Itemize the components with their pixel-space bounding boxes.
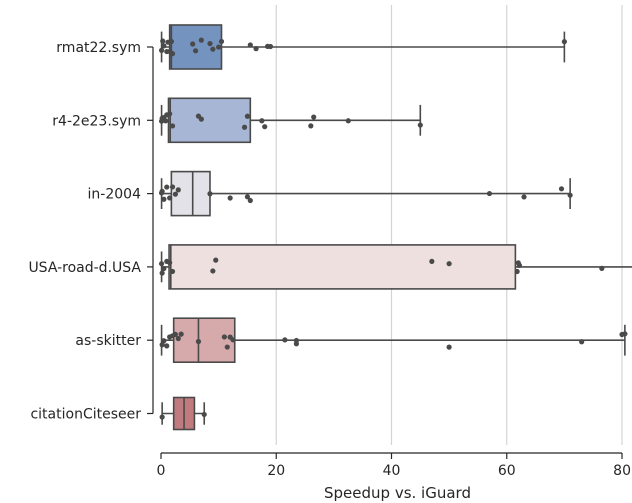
point-rmat22.sym-16 [253, 46, 259, 52]
point-USA-road-d.USA-10 [514, 268, 520, 275]
point-r4-2e23.sym-12 [262, 124, 268, 130]
point-rmat22.sym-12 [210, 46, 216, 52]
point-in-2004-3 [164, 184, 170, 190]
point-as-skitter-2 [164, 343, 170, 349]
x-tick-label-0: 0 [157, 463, 166, 479]
point-in-2004-5 [169, 184, 176, 190]
point-rmat22.sym-19 [561, 39, 567, 45]
point-as-skitter-16 [446, 344, 452, 350]
point-r4-2e23.sym-16 [417, 122, 423, 128]
x-tick-label-40: 40 [383, 463, 401, 479]
point-citationCiteseer-0 [159, 414, 165, 420]
x-tick-label-80: 80 [613, 463, 631, 479]
point-in-2004-1 [159, 188, 165, 194]
point-as-skitter-10 [224, 344, 230, 350]
point-in-2004-10 [244, 194, 251, 200]
point-rmat22.sym-9 [192, 48, 199, 54]
point-as-skitter-17 [579, 339, 585, 345]
point-as-skitter-15 [293, 337, 300, 344]
point-rmat22.sym-1 [160, 38, 166, 44]
y-tick-label-as-skitter: as-skitter [75, 333, 141, 349]
point-r4-2e23.sym-9 [241, 124, 248, 130]
point-in-2004-12 [486, 190, 493, 197]
point-USA-road-d.USA-6 [210, 268, 216, 274]
point-rmat22.sym-14 [218, 38, 225, 45]
point-r4-2e23.sym-3 [163, 118, 169, 124]
x-tick-label-60: 60 [498, 463, 516, 479]
y-tick-label-in-2004: in-2004 [88, 187, 142, 203]
point-rmat22.sym-11 [207, 40, 213, 47]
point-r4-2e23.sym-14 [311, 114, 317, 120]
point-r4-2e23.sym-13 [308, 123, 314, 129]
point-in-2004-4 [167, 195, 173, 201]
point-rmat22.sym-18 [267, 43, 274, 50]
box-as-skitter [172, 317, 236, 364]
point-USA-road-d.USA-4 [167, 260, 173, 266]
point-in-2004-11 [247, 197, 253, 204]
point-rmat22.sym-0 [158, 47, 165, 53]
point-rmat22.sym-13 [216, 44, 222, 50]
point-as-skitter-0 [159, 342, 165, 348]
point-USA-road-d.USA-9 [446, 261, 452, 267]
point-as-skitter-7 [178, 331, 184, 337]
point-rmat22.sym-10 [198, 37, 204, 43]
point-r4-2e23.sym-8 [198, 116, 204, 122]
point-in-2004-8 [207, 191, 213, 197]
point-as-skitter-1 [161, 338, 167, 344]
point-as-skitter-12 [230, 337, 236, 343]
point-USA-road-d.USA-13 [599, 265, 605, 271]
boxes-layer [158, 24, 632, 431]
y-tick-label-USA-road-d.USA: USA-road-d.USA [28, 260, 141, 276]
point-USA-road-d.USA-8 [429, 258, 435, 265]
point-rmat22.sym-2 [161, 43, 167, 49]
axes-layer: rmat22.sym r4-2e23.sym in-2004 USA-road-d.U… [28, 40, 631, 479]
point-citationCiteseer-1 [201, 411, 207, 418]
point-USA-road-d.USA-2 [161, 265, 167, 272]
point-USA-road-d.USA-12 [516, 262, 523, 268]
x-tick-label-20: 20 [267, 463, 285, 479]
point-in-2004-6 [172, 191, 179, 197]
point-r4-2e23.sym-6 [169, 123, 176, 129]
point-USA-road-d.USA-1 [159, 270, 165, 276]
point-USA-road-d.USA-0 [158, 261, 165, 267]
point-in-2004-2 [161, 196, 167, 202]
point-as-skitter-13 [282, 337, 288, 343]
x-axis-title: Speedup vs. iGuard [324, 484, 471, 502]
y-tick-label-citationCiteseer: citationCiteseer [30, 407, 141, 423]
point-r4-2e23.sym-11 [259, 118, 265, 124]
y-tick-label-r4-2e23.sym: r4-2e23.sym [52, 113, 141, 129]
point-as-skitter-9 [221, 334, 227, 340]
point-USA-road-d.USA-5 [169, 268, 176, 275]
point-rmat22.sym-15 [247, 42, 253, 48]
point-r4-2e23.sym-15 [345, 118, 351, 124]
y-tick-label-rmat22.sym: rmat22.sym [56, 40, 141, 56]
box-USA-road-d.USA [168, 244, 517, 290]
point-rmat22.sym-6 [168, 38, 174, 45]
point-rmat22.sym-7 [169, 51, 176, 57]
point-as-skitter-6 [175, 335, 181, 342]
point-rmat22.sym-8 [190, 41, 196, 47]
point-in-2004-7 [175, 187, 181, 193]
point-in-2004-14 [558, 186, 565, 192]
point-in-2004-15 [567, 192, 573, 198]
point-in-2004-13 [521, 194, 527, 200]
box-r4-2e23.sym [167, 97, 252, 144]
point-r4-2e23.sym-5 [167, 111, 173, 117]
point-as-skitter-8 [195, 338, 202, 345]
point-as-skitter-5 [172, 331, 179, 338]
grid-lines [275, 5, 623, 445]
point-in-2004-9 [227, 195, 233, 201]
point-as-skitter-19 [622, 331, 628, 337]
point-USA-road-d.USA-7 [213, 257, 219, 263]
point-r4-2e23.sym-10 [244, 113, 251, 119]
